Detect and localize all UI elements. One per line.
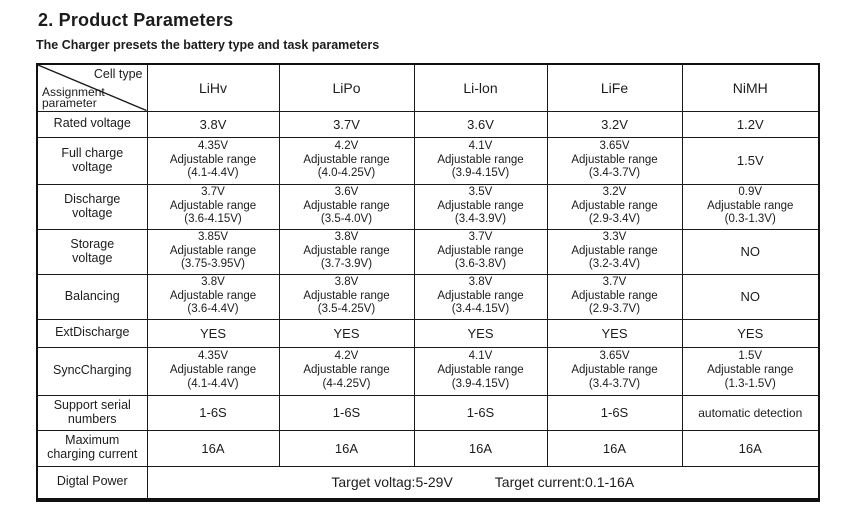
table-cell: 1.2V xyxy=(681,110,820,138)
target-voltage-text: Target voltag:5-29V xyxy=(331,474,453,491)
digital-power-cell: Target voltag:5-29V Target current:0.1-1… xyxy=(146,465,820,501)
column-header-liion: Li-lon xyxy=(413,63,548,112)
table-cell: NO xyxy=(681,228,820,275)
table-row-balancing: Balancing 3.8V Adjustable range (3.6-4.4… xyxy=(36,273,820,320)
table-cell: 16A xyxy=(681,429,820,467)
table-cell: 4.2V Adjustable range (4.0-4.25V) xyxy=(278,136,415,185)
table-cell: 3.65V Adjustable range (3.4-3.7V) xyxy=(546,346,683,396)
table-cell: 3.7V Adjustable range (2.9-3.7V) xyxy=(546,273,683,320)
row-label: Rated voltage xyxy=(36,110,148,138)
product-parameters-table: Cell type Assignment parameter LiHv LiPo… xyxy=(36,63,820,502)
table-cell: 3.85V Adjustable range (3.75-3.95V) xyxy=(146,228,280,275)
table-cell: 3.6V Adjustable range (3.5-4.0V) xyxy=(278,183,415,230)
table-cell: 3.2V Adjustable range (2.9-3.4V) xyxy=(546,183,683,230)
table-cell: 3.5V Adjustable range (3.4-3.9V) xyxy=(413,183,548,230)
table-row-discharge-voltage: Discharge voltage 3.7V Adjustable range … xyxy=(36,183,820,230)
table-cell: YES xyxy=(146,318,280,348)
table-row-storage-voltage: Storage voltage 3.85V Adjustable range (… xyxy=(36,228,820,275)
table-cell: YES xyxy=(681,318,820,348)
header-row: Cell type Assignment parameter LiHv LiPo… xyxy=(36,63,820,112)
table-cell: 4.1V Adjustable range (3.9-4.15V) xyxy=(413,136,548,185)
table-row-support-serial-numbers: Support serial numbers 1-6S 1-6S 1-6S 1-… xyxy=(36,394,820,431)
table-cell: 3.2V xyxy=(546,110,683,138)
row-label: Digtal Power xyxy=(36,465,148,501)
corner-cell: Cell type Assignment parameter xyxy=(36,63,148,112)
corner-label-assignment-parameter: Assignment parameter xyxy=(42,84,105,111)
table-row-synccharging: SyncCharging 4.35V Adjustable range (4.1… xyxy=(36,346,820,396)
table-cell: 3.8V xyxy=(146,110,280,138)
column-header-lihv: LiHv xyxy=(146,63,280,112)
table-cell: 3.7V Adjustable range (3.6-4.15V) xyxy=(146,183,280,230)
table-cell: 3.8V Adjustable range (3.7-3.9V) xyxy=(278,228,415,275)
row-label: Full charge voltage xyxy=(36,136,148,185)
table-cell: 1-6S xyxy=(146,394,280,431)
table-row-maximum-charging-current: Maximum charging current 16A 16A 16A 16A… xyxy=(36,429,820,467)
column-header-nimh: NiMH xyxy=(681,63,820,112)
section-title: 2. Product Parameters xyxy=(38,10,234,30)
table-cell: 4.35V Adjustable range (4.1-4.4V) xyxy=(146,346,280,396)
table-cell: 3.8V Adjustable range (3.5-4.25V) xyxy=(278,273,415,320)
column-header-life: LiFe xyxy=(546,63,683,112)
row-label: Storage voltage xyxy=(36,228,148,275)
row-label: Discharge voltage xyxy=(36,183,148,230)
table-cell: 3.65V Adjustable range (3.4-3.7V) xyxy=(546,136,683,185)
table-cell: 1.5V xyxy=(681,136,820,185)
table-cell: 1-6S xyxy=(278,394,415,431)
table-cell: YES xyxy=(278,318,415,348)
table-cell: 1.5V Adjustable range (1.3-1.5V) xyxy=(681,346,820,396)
table-row-extdischarge: ExtDischarge YES YES YES YES YES xyxy=(36,318,820,348)
table-row-full-charge-voltage: Full charge voltage 4.35V Adjustable ran… xyxy=(36,136,820,185)
table-cell: 16A xyxy=(278,429,415,467)
table-cell: 4.2V Adjustable range (4-4.25V) xyxy=(278,346,415,396)
table-cell: 3.8V Adjustable range (3.4-4.15V) xyxy=(413,273,548,320)
table-cell: YES xyxy=(413,318,548,348)
table-cell: 4.1V Adjustable range (3.9-4.15V) xyxy=(413,346,548,396)
row-label: Maximum charging current xyxy=(36,429,148,467)
row-label: Balancing xyxy=(36,273,148,320)
row-label: Support serial numbers xyxy=(36,394,148,431)
table-cell: automatic detection xyxy=(681,394,820,431)
table-cell: 1-6S xyxy=(413,394,548,431)
section-subtitle: The Charger presets the battery type and… xyxy=(36,38,380,52)
table-cell: 3.8V Adjustable range (3.6-4.4V) xyxy=(146,273,280,320)
row-label: ExtDischarge xyxy=(36,318,148,348)
table-cell: 3.7V Adjustable range (3.6-3.8V) xyxy=(413,228,548,275)
table-cell: 3.7V xyxy=(278,110,415,138)
table-cell: YES xyxy=(546,318,683,348)
table-cell: 16A xyxy=(546,429,683,467)
table-cell: 1-6S xyxy=(546,394,683,431)
target-current-text: Target current:0.1-16A xyxy=(494,474,635,491)
table-cell: 3.6V xyxy=(413,110,548,138)
corner-label-cell-type: Cell type xyxy=(93,67,143,81)
column-header-lipo: LiPo xyxy=(278,63,415,112)
diagonal-divider-line xyxy=(38,65,147,111)
table-cell: NO xyxy=(681,273,820,320)
table-cell: 16A xyxy=(146,429,280,467)
table-row-digital-power: Digtal Power Target voltag:5-29V Target … xyxy=(36,465,820,501)
table-cell: 4.35V Adjustable range (4.1-4.4V) xyxy=(146,136,280,185)
row-label: SyncCharging xyxy=(36,346,148,396)
table-row-rated-voltage: Rated voltage 3.8V 3.7V 3.6V 3.2V 1.2V xyxy=(36,110,820,138)
table-cell: 3.3V Adjustable range (3.2-3.4V) xyxy=(546,228,683,275)
table-cell: 16A xyxy=(413,429,548,467)
table-cell: 0.9V Adjustable range (0.3-1.3V) xyxy=(681,183,820,230)
